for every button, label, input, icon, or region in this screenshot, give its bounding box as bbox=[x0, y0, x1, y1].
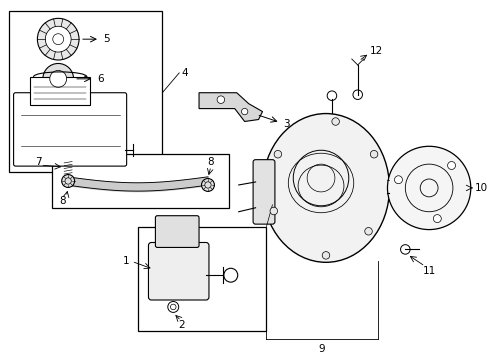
Bar bbox=[9, 12, 162, 172]
FancyBboxPatch shape bbox=[148, 243, 209, 300]
Bar bbox=[138, 226, 267, 331]
Circle shape bbox=[242, 108, 248, 115]
Ellipse shape bbox=[263, 113, 390, 262]
Circle shape bbox=[274, 150, 282, 158]
Circle shape bbox=[332, 118, 340, 125]
Circle shape bbox=[447, 162, 456, 170]
Text: 9: 9 bbox=[318, 343, 325, 354]
Circle shape bbox=[322, 252, 330, 259]
Circle shape bbox=[62, 175, 74, 188]
Text: 2: 2 bbox=[178, 320, 185, 330]
FancyBboxPatch shape bbox=[155, 216, 199, 247]
Circle shape bbox=[388, 146, 471, 230]
Text: 1: 1 bbox=[123, 256, 130, 266]
Text: 8: 8 bbox=[208, 157, 214, 167]
Text: 11: 11 bbox=[422, 266, 436, 276]
Circle shape bbox=[433, 215, 441, 222]
Text: 5: 5 bbox=[103, 34, 109, 44]
Text: 12: 12 bbox=[369, 46, 383, 56]
Text: 8: 8 bbox=[59, 196, 66, 206]
Bar bbox=[52, 154, 229, 208]
FancyBboxPatch shape bbox=[14, 93, 126, 166]
Circle shape bbox=[50, 71, 67, 87]
Circle shape bbox=[37, 18, 79, 60]
Polygon shape bbox=[199, 93, 263, 121]
Circle shape bbox=[43, 63, 74, 94]
Text: 4: 4 bbox=[181, 68, 188, 78]
Text: 7: 7 bbox=[35, 157, 42, 167]
Circle shape bbox=[45, 26, 71, 52]
Circle shape bbox=[370, 150, 378, 158]
Circle shape bbox=[394, 176, 402, 184]
Text: 3: 3 bbox=[283, 120, 290, 130]
Circle shape bbox=[201, 179, 215, 192]
Circle shape bbox=[270, 207, 277, 215]
Circle shape bbox=[365, 228, 372, 235]
Text: 6: 6 bbox=[97, 74, 103, 84]
FancyBboxPatch shape bbox=[253, 160, 275, 224]
Circle shape bbox=[217, 96, 224, 103]
Text: 10: 10 bbox=[475, 183, 488, 193]
Bar bbox=[30, 77, 90, 105]
